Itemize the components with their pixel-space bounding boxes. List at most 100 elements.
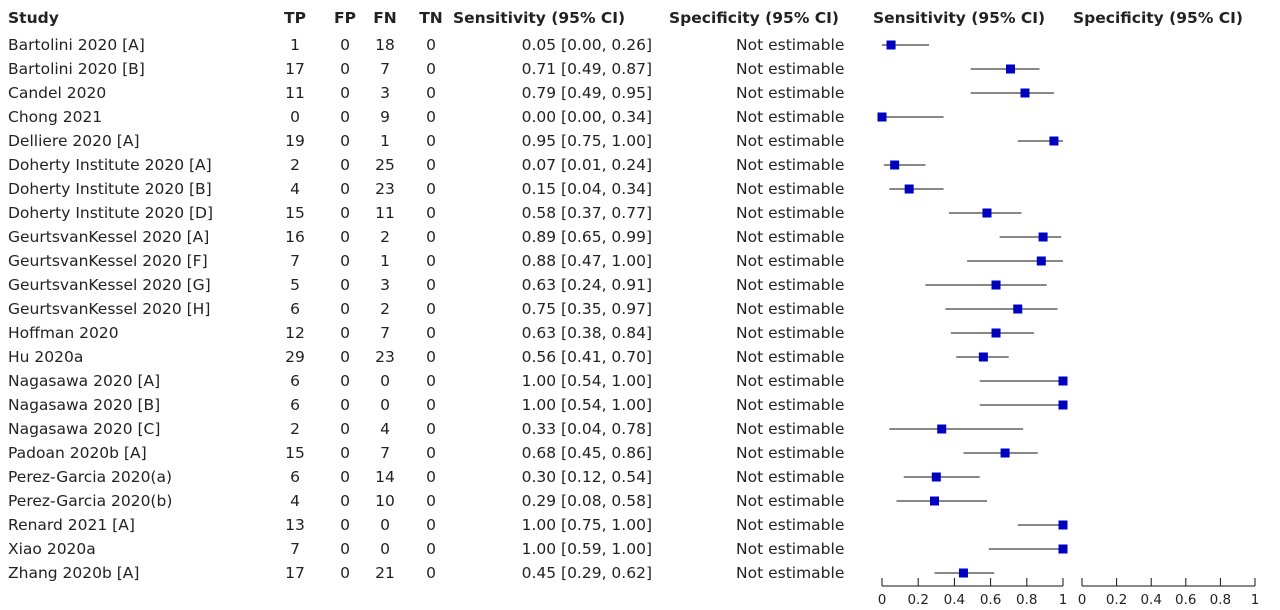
tn-value: 0: [426, 204, 436, 222]
fn-value: 0: [380, 396, 390, 414]
study-name: Doherty Institute 2020 [B]: [8, 180, 212, 198]
header-fp: FP: [334, 9, 356, 27]
sensitivity-marker: [931, 472, 941, 482]
fp-value: 0: [340, 468, 350, 486]
fn-value: 10: [375, 492, 395, 510]
fp-value: 0: [340, 300, 350, 318]
fp-value: 0: [340, 156, 350, 174]
tp-value: 0: [290, 108, 300, 126]
specificity-tick-label: 0.2: [1106, 592, 1127, 608]
tp-value: 4: [290, 492, 300, 510]
fn-value: 0: [380, 540, 390, 558]
sensitivity-ci-text: 0.05 [0.00, 0.26]: [521, 36, 652, 54]
tp-value: 1: [290, 36, 300, 54]
tp-value: 4: [290, 180, 300, 198]
fn-value: 3: [380, 276, 390, 294]
tn-value: 0: [426, 132, 436, 150]
sensitivity-ci-text: 0.15 [0.04, 0.34]: [521, 180, 652, 198]
fp-value: 0: [340, 564, 350, 582]
study-name: Padoan 2020b [A]: [8, 444, 147, 462]
fn-value: 18: [375, 36, 395, 54]
tp-value: 16: [285, 228, 305, 246]
tp-value: 13: [285, 516, 305, 534]
specificity-ci-text: Not estimable: [736, 444, 845, 462]
tn-value: 0: [426, 516, 436, 534]
sensitivity-ci-text: 0.45 [0.29, 0.62]: [521, 564, 652, 582]
tp-value: 6: [290, 468, 300, 486]
specificity-ci-text: Not estimable: [736, 564, 845, 582]
sensitivity-tick-label: 0.6: [980, 592, 1001, 608]
tn-value: 0: [426, 372, 436, 390]
fn-value: 23: [375, 180, 395, 198]
sensitivity-marker: [1038, 232, 1048, 242]
tn-value: 0: [426, 444, 436, 462]
sensitivity-marker: [991, 280, 1001, 290]
tn-value: 0: [426, 180, 436, 198]
study-name: Nagasawa 2020 [A]: [8, 372, 161, 390]
fp-value: 0: [340, 372, 350, 390]
tp-value: 6: [290, 300, 300, 318]
sensitivity-ci-text: 1.00 [0.54, 1.00]: [521, 372, 652, 390]
specificity-tick-label: 0.6: [1175, 592, 1196, 608]
tn-value: 0: [426, 564, 436, 582]
sensitivity-marker: [937, 424, 947, 434]
sensitivity-marker: [1006, 64, 1016, 74]
sensitivity-ci-text: 0.95 [0.75, 1.00]: [521, 132, 652, 150]
specificity-ci-text: Not estimable: [736, 132, 845, 150]
study-name: Perez-Garcia 2020(a): [8, 468, 173, 486]
fn-value: 7: [380, 324, 390, 342]
fp-value: 0: [340, 60, 350, 78]
fn-value: 0: [380, 516, 390, 534]
sensitivity-marker: [1049, 136, 1059, 146]
tn-value: 0: [426, 468, 436, 486]
sensitivity-tick-label: 0: [878, 592, 887, 608]
specificity-tick-label: 0.8: [1210, 592, 1231, 608]
sensitivity-marker: [978, 352, 988, 362]
specificity-ci-text: Not estimable: [736, 516, 845, 534]
study-name: Renard 2021 [A]: [8, 516, 135, 534]
tp-value: 15: [285, 444, 305, 462]
fp-value: 0: [340, 444, 350, 462]
study-name: Xiao 2020a: [8, 540, 96, 558]
study-name: Doherty Institute 2020 [A]: [8, 156, 212, 174]
tn-value: 0: [426, 300, 436, 318]
specificity-ci-text: Not estimable: [736, 180, 845, 198]
sensitivity-ci-text: 0.58 [0.37, 0.77]: [521, 204, 652, 222]
sensitivity-ci-text: 1.00 [0.54, 1.00]: [521, 396, 652, 414]
tp-value: 5: [290, 276, 300, 294]
tn-value: 0: [426, 252, 436, 270]
fp-value: 0: [340, 180, 350, 198]
sensitivity-tick-label: 0.8: [1016, 592, 1037, 608]
tn-value: 0: [426, 36, 436, 54]
sensitivity-tick-label: 0.4: [944, 592, 965, 608]
header-fn: FN: [373, 9, 397, 27]
study-name: Perez-Garcia 2020(b): [8, 492, 173, 510]
specificity-ci-text: Not estimable: [736, 84, 845, 102]
specificity-ci-text: Not estimable: [736, 204, 845, 222]
sensitivity-ci-text: 0.68 [0.45, 0.86]: [521, 444, 652, 462]
tn-value: 0: [426, 84, 436, 102]
fp-value: 0: [340, 420, 350, 438]
study-name: Hu 2020a: [8, 348, 84, 366]
fn-value: 7: [380, 60, 390, 78]
header-specificity-plot: Specificity (95% CI): [1073, 9, 1243, 27]
specificity-ci-text: Not estimable: [736, 396, 845, 414]
study-name: Delliere 2020 [A]: [8, 132, 140, 150]
specificity-ci-text: Not estimable: [736, 36, 845, 54]
tn-value: 0: [426, 540, 436, 558]
specificity-ci-text: Not estimable: [736, 468, 845, 486]
fp-value: 0: [340, 396, 350, 414]
sensitivity-marker: [929, 496, 939, 506]
fn-value: 23: [375, 348, 395, 366]
fp-value: 0: [340, 492, 350, 510]
sensitivity-tick-label: 1: [1059, 592, 1068, 608]
study-name: Doherty Institute 2020 [D]: [8, 204, 214, 222]
header-study: Study: [8, 9, 59, 27]
tn-value: 0: [426, 492, 436, 510]
sensitivity-marker: [1058, 376, 1068, 386]
tn-value: 0: [426, 276, 436, 294]
specificity-ci-text: Not estimable: [736, 276, 845, 294]
specificity-ci-text: Not estimable: [736, 324, 845, 342]
study-name: GeurtsvanKessel 2020 [G]: [8, 276, 211, 294]
